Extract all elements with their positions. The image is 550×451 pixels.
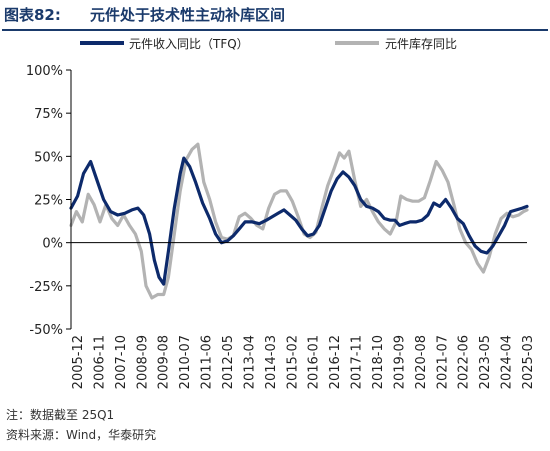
axes-lines [70,70,527,329]
figure-header: 图表82: 元件处于技术性主动补库区间 [0,0,550,30]
y-tick-label: 0% [42,237,63,252]
x-tick-label: 2024-04 [500,335,515,389]
x-tick-label: 2016-01 [307,335,322,389]
x-tick-label: 2022-06 [457,335,472,389]
x-tick-label: 2016-12 [328,335,343,389]
x-tick-label: 2008-09 [135,335,150,389]
x-tick-label: 2009-08 [157,335,172,389]
source-note: 资料来源：Wind，华泰研究 [6,428,157,442]
x-tick-label: 2021-07 [435,335,450,389]
x-tick-label: 2012-05 [221,335,236,389]
y-axis: 100% 75% 50% 25% 0% -25% -50% [26,64,71,338]
x-tick-label: 2011-06 [200,335,215,389]
x-tick-label: 2005-12 [71,335,86,389]
series-lines [69,142,529,300]
x-tick-label: 2014-03 [264,335,279,389]
y-tick-label: 25% [34,194,63,209]
header-divider [2,29,548,31]
x-tick-label: 2018-10 [371,335,386,389]
x-tick-label: 2007-10 [114,335,129,389]
chart-legend: 元件收入同比（TFQ） 元件库存同比 [80,36,457,51]
y-tick-label: -50% [29,323,63,338]
x-tick-label: 2017-11 [350,335,365,389]
y-tick-label: -25% [29,280,63,295]
x-tick-label: 2019-09 [392,335,407,389]
y-tick-label: 50% [34,150,63,165]
figure-title: 元件处于技术性主动补库区间 [90,6,286,24]
x-tick-label: 2006-11 [92,335,107,389]
x-tick-label: 2010-07 [178,335,193,389]
line-chart: 元件收入同比（TFQ） 元件库存同比 100% 75% 50% 25% 0% -25% -5… [26,36,536,389]
x-tick-label: 2015-02 [285,335,300,389]
x-tick-label: 2020-08 [414,335,429,389]
data-note: 注：数据截至 25Q1 [6,408,115,422]
x-tick-label: 2025-03 [521,335,536,389]
series-line-revenue [69,156,529,286]
x-tick-label: 2023-05 [478,335,493,389]
y-tick-label: 100% [26,64,63,79]
y-tick-label: 75% [34,107,63,122]
figure-label: 图表82: [4,6,61,24]
x-tick-label: 2013-04 [242,335,257,389]
legend-label-revenue: 元件收入同比（TFQ） [129,37,249,51]
x-axis: 2005-12 2006-11 2007-10 2008-09 2009-08 2010-… [71,335,536,389]
legend-label-inventory: 元件库存同比 [385,36,457,51]
